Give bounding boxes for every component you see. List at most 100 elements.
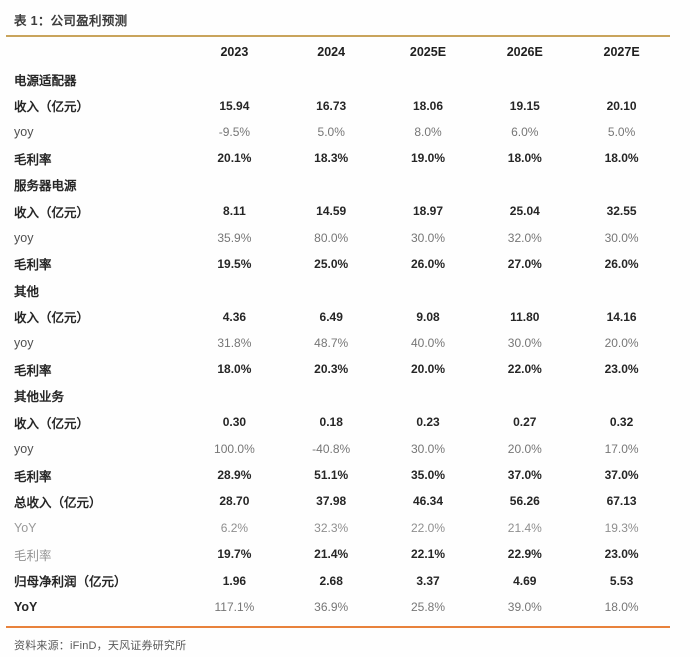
table-row: YoY 117.1% 36.9% 25.8% 39.0% 18.0% — [14, 594, 670, 620]
cell: 67.13 — [606, 494, 637, 509]
cell: 15.94 — [219, 98, 250, 113]
cell: 20.0% — [410, 362, 445, 377]
cell — [186, 172, 283, 198]
row-label: 归母净利润（亿元） — [14, 575, 127, 590]
cell: 37.0% — [507, 468, 542, 483]
cell: 5.0% — [607, 124, 636, 139]
cell: 22.9% — [507, 547, 542, 562]
cell: 32.3% — [314, 520, 349, 535]
cell: 21.4% — [507, 520, 542, 535]
cell: 27.0% — [507, 256, 542, 271]
cell: 20.3% — [314, 362, 349, 377]
cell — [476, 66, 573, 92]
row-label: 毛利率 — [14, 152, 52, 167]
cell: 8.11 — [223, 204, 246, 219]
cell — [573, 172, 670, 198]
cell: 8.0% — [414, 124, 442, 139]
cell: 23.0% — [604, 362, 639, 377]
cell: 19.7% — [217, 547, 252, 562]
table-row: 收入（亿元） 4.36 6.49 9.08 11.80 14.16 — [14, 304, 670, 330]
cell: 25.8% — [410, 600, 445, 614]
cell — [283, 383, 380, 409]
cell: 22.0% — [507, 362, 542, 377]
cell: 30.0% — [604, 230, 639, 245]
cell: 4.69 — [513, 573, 537, 588]
cell — [283, 172, 380, 198]
cell: 56.26 — [509, 494, 540, 509]
cell: 35.9% — [217, 230, 252, 245]
cell: 30.0% — [410, 230, 445, 245]
cell: 5.53 — [609, 573, 634, 588]
row-label: 收入（亿元） — [14, 100, 90, 115]
row-label: 毛利率 — [14, 363, 52, 378]
cell — [283, 66, 380, 92]
row-label: 总收入（亿元） — [14, 495, 102, 510]
cell: 19.5% — [217, 256, 252, 271]
table-row: 毛利率 20.1% 18.3% 19.0% 18.0% 18.0% — [14, 145, 670, 171]
footer-rule — [6, 626, 670, 629]
cell: -9.5% — [218, 124, 251, 139]
header-row: 2023 2024 2025E 2026E 2027E — [14, 37, 670, 66]
cell: 14.16 — [606, 309, 637, 324]
cell: 26.0% — [604, 256, 639, 271]
row-label: YoY — [14, 520, 37, 535]
cell: 20.1% — [217, 151, 252, 166]
row-label: yoy — [14, 441, 34, 456]
cell: 26.0% — [410, 256, 445, 271]
table-row: yoy 31.8% 48.7% 40.0% 30.0% 20.0% — [14, 330, 670, 356]
cell: 4.36 — [222, 309, 247, 324]
table-row: 服务器电源 — [14, 172, 670, 198]
cell: 36.9% — [314, 600, 349, 614]
cell: 39.0% — [507, 600, 542, 614]
cell — [573, 277, 670, 303]
cell: 6.49 — [319, 309, 343, 324]
table-row: 收入（亿元） 8.11 14.59 18.97 25.04 32.55 — [14, 198, 670, 224]
cell: 16.73 — [316, 98, 347, 113]
cell: 0.23 — [416, 415, 440, 430]
cell: 6.2% — [220, 520, 249, 535]
cell: 22.0% — [410, 520, 445, 535]
row-label: YoY — [14, 600, 38, 614]
cell — [573, 383, 670, 409]
cell: 28.9% — [217, 468, 252, 483]
cell: 32.55 — [606, 204, 637, 219]
cell: 14.59 — [316, 204, 347, 219]
cell: 5.0% — [317, 124, 345, 139]
table-row: yoy 35.9% 80.0% 30.0% 32.0% 30.0% — [14, 224, 670, 250]
cell: 100.0% — [214, 441, 255, 456]
cell: 23.0% — [604, 547, 639, 562]
cell — [186, 277, 283, 303]
column-header: 2024 — [317, 44, 346, 59]
cell: 30.0% — [507, 336, 542, 351]
cell: 18.0% — [507, 151, 542, 166]
cell: 0.27 — [513, 415, 537, 430]
cell: 20.10 — [606, 98, 637, 113]
column-header: 2025E — [409, 44, 447, 59]
cell — [380, 66, 477, 92]
table-row: 收入（亿元） 15.94 16.73 18.06 19.15 20.10 — [14, 92, 670, 118]
table-row: YoY 6.2% 32.3% 22.0% 21.4% 19.3% — [14, 515, 670, 541]
column-header: 2026E — [506, 44, 543, 59]
cell: 18.06 — [412, 98, 443, 113]
forecast-table: 2023 2024 2025E 2026E 2027E 电源适配器 收入（亿元） 15.94… — [14, 37, 670, 620]
cell — [573, 66, 670, 92]
cell: 40.0% — [410, 336, 445, 351]
cell: 37.98 — [316, 494, 347, 509]
table-row: 毛利率 19.7% 21.4% 22.1% 22.9% 23.0% — [14, 541, 670, 567]
cell: 22.1% — [410, 547, 445, 562]
cell: 80.0% — [314, 230, 349, 245]
row-label: 收入（亿元） — [14, 311, 90, 326]
row-label: 其他 — [14, 284, 40, 299]
cell — [476, 277, 573, 303]
row-label: yoy — [14, 336, 34, 351]
cell: 28.70 — [219, 494, 250, 509]
cell: 19.3% — [604, 520, 639, 535]
row-label: 毛利率 — [14, 258, 52, 273]
cell: 35.0% — [410, 468, 445, 483]
row-label: 毛利率 — [14, 469, 52, 484]
row-label: yoy — [14, 230, 34, 245]
table-row: 收入（亿元） 0.30 0.18 0.23 0.27 0.32 — [14, 409, 670, 435]
cell: 51.1% — [314, 468, 349, 483]
cell: 2.68 — [319, 573, 343, 588]
